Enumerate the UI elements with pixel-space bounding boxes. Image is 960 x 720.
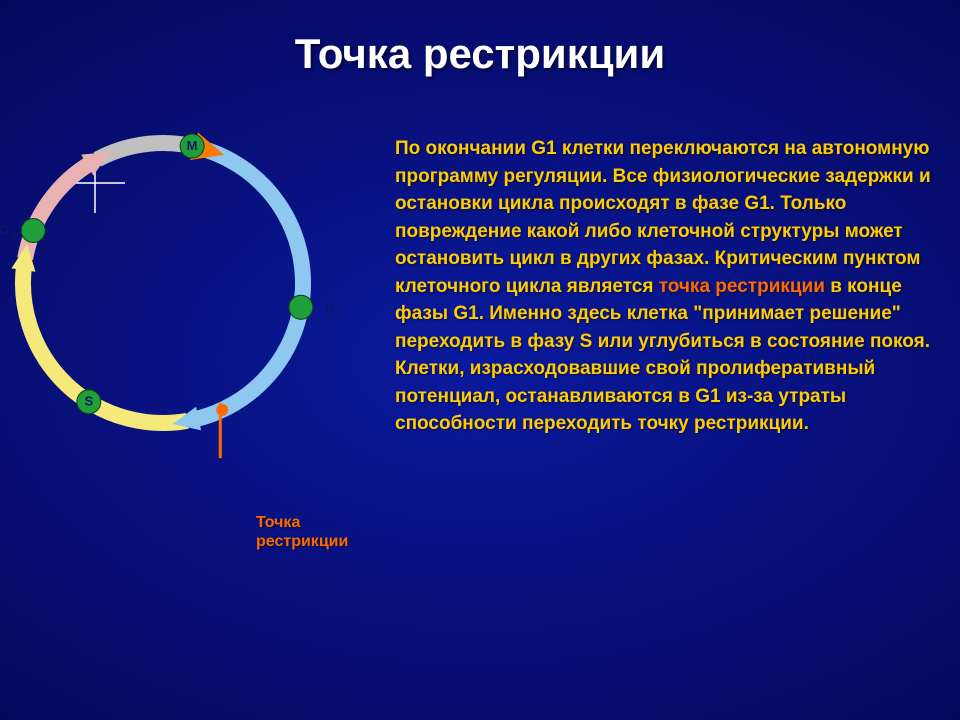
phase-label-s: S: [84, 394, 93, 409]
slide-title: Точка рестрикции: [0, 30, 960, 78]
phase-label-sub-g2: 2: [11, 231, 16, 241]
restriction-label-line2: рестрикции: [256, 533, 348, 550]
phase-marker-g2: [21, 219, 45, 243]
restriction-point-label: Точка рестрикции: [256, 513, 348, 551]
cell-cycle-diagram: MG1SG2 Точка рестрикции: [0, 120, 400, 540]
body-segment: в конце фазы G1. Именно здесь клетка "пр…: [395, 276, 930, 435]
cycle-svg: MG1SG2: [0, 120, 400, 540]
phase-label-g1: G: [325, 299, 335, 314]
slide: Точка рестрикции MG1SG2 Точка рестрикции…: [0, 0, 960, 720]
body-segment: По окончании G1 клетки переключаются на …: [395, 138, 931, 297]
restriction-label-line1: Точка: [256, 514, 300, 531]
body-highlight: точка рестрикции: [659, 276, 825, 297]
arc-s: [23, 264, 187, 423]
phase-label-m: M: [187, 138, 198, 153]
restriction-dot: [216, 404, 228, 416]
arc-g2: [25, 162, 93, 259]
phase-marker-g1: [289, 295, 313, 319]
body-text: По окончании G1 клетки переключаются на …: [395, 135, 935, 438]
arc-g1: [192, 150, 303, 420]
phase-label-g2: G: [0, 223, 9, 238]
phase-label-sub-g1: 1: [335, 307, 340, 317]
